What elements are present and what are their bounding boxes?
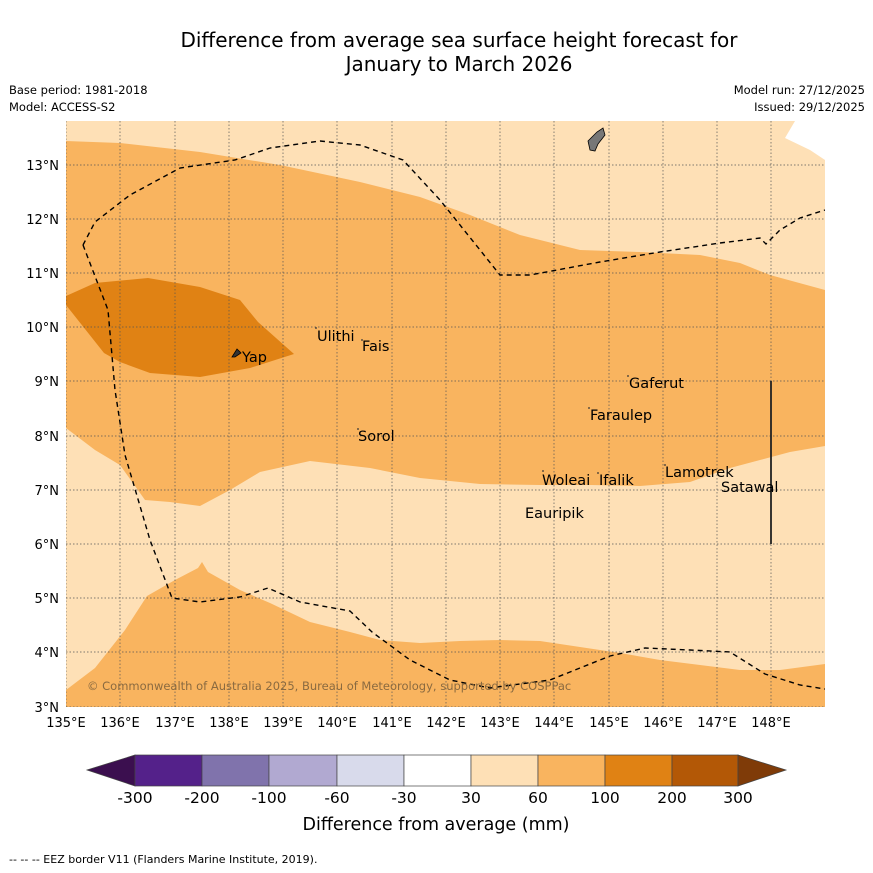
lat-tick: 4°N bbox=[35, 646, 60, 661]
graticule bbox=[66, 121, 825, 707]
lon-tick: 138°E bbox=[209, 716, 249, 731]
lon-tick: 142°E bbox=[426, 716, 466, 731]
lat-tick: 11°N bbox=[26, 267, 59, 282]
lat-tick: 13°N bbox=[26, 159, 59, 174]
colorbar-tick: -100 bbox=[251, 789, 286, 807]
eez-border bbox=[82, 140, 825, 276]
band-60-100-north bbox=[66, 141, 825, 506]
colorbar-tick: -60 bbox=[324, 789, 349, 807]
colorbar-swatch bbox=[268, 754, 338, 787]
title-line-1: Difference from average sea surface heig… bbox=[180, 28, 738, 52]
colorbar-extend-high bbox=[737, 754, 788, 787]
label-gaferut: Gaferut bbox=[629, 376, 684, 392]
label-fais: Fais bbox=[362, 339, 389, 355]
atoll-marks bbox=[315, 327, 666, 474]
model-run: Model run: 27/12/2025 bbox=[733, 83, 865, 97]
colorbar-tick: -300 bbox=[117, 789, 152, 807]
colorbar-swatch bbox=[201, 754, 270, 787]
guam-island bbox=[587, 127, 606, 152]
colorbar-tick: 30 bbox=[461, 789, 481, 807]
lon-tick: 140°E bbox=[317, 716, 357, 731]
lat-tick: 10°N bbox=[26, 321, 59, 336]
colorbar-tick: 200 bbox=[657, 789, 687, 807]
colorbar bbox=[85, 754, 788, 787]
label-satawal: Satawal bbox=[721, 480, 778, 496]
colorbar-tick: 100 bbox=[590, 789, 620, 807]
lon-tick: 146°E bbox=[643, 716, 683, 731]
eez-legend-note: -- -- -- EEZ border V11 (Flanders Marine… bbox=[9, 853, 318, 866]
lon-tick: 135°E bbox=[46, 716, 86, 731]
lon-axis: 135°E 136°E 137°E 138°E 139°E 140°E 141°… bbox=[46, 716, 791, 731]
lon-tick: 148°E bbox=[751, 716, 791, 731]
lat-tick: 9°N bbox=[35, 375, 60, 390]
title-line-2: January to March 2026 bbox=[345, 52, 573, 76]
copyright-note: © Commonwealth of Australia 2025, Bureau… bbox=[87, 679, 571, 693]
label-eauripik: Eauripik bbox=[525, 506, 584, 522]
lat-tick: 3°N bbox=[35, 701, 60, 716]
colorbar-tick: 300 bbox=[723, 789, 753, 807]
meta-right: Model run: 27/12/2025 Issued: 29/12/2025 bbox=[734, 82, 865, 116]
lat-tick: 8°N bbox=[35, 430, 60, 445]
lon-tick: 145°E bbox=[589, 716, 629, 731]
label-ifalik: Ifalik bbox=[599, 473, 634, 489]
no-data-area bbox=[785, 121, 825, 160]
eez-border-west bbox=[82, 244, 825, 690]
meta-left: Base period: 1981-2018 Model: ACCESS-S2 bbox=[9, 82, 148, 116]
issued-date: Issued: 29/12/2025 bbox=[754, 100, 865, 114]
lat-tick: 12°N bbox=[26, 213, 59, 228]
colorbar-swatch bbox=[403, 754, 472, 787]
colorbar-tick: -30 bbox=[391, 789, 416, 807]
colorbar-swatch bbox=[134, 754, 203, 787]
lat-tick: 7°N bbox=[35, 484, 60, 499]
lon-tick: 144°E bbox=[534, 716, 574, 731]
lon-tick: 141°E bbox=[372, 716, 412, 731]
map-plot-area: Yap Ulithi Fais Sorol Gaferut Faraulep L… bbox=[66, 121, 825, 707]
colorbar-tick: 60 bbox=[528, 789, 548, 807]
label-ulithi: Ulithi bbox=[317, 329, 355, 345]
lon-tick: 147°E bbox=[697, 716, 737, 731]
lon-tick: 139°E bbox=[263, 716, 303, 731]
label-yap: Yap bbox=[241, 350, 267, 366]
base-period: Base period: 1981-2018 bbox=[9, 83, 148, 97]
colorbar-swatch bbox=[470, 754, 539, 787]
colorbar-swatch bbox=[537, 754, 606, 787]
lat-tick: 5°N bbox=[35, 592, 60, 607]
label-sorol: Sorol bbox=[358, 429, 395, 445]
lon-tick: 137°E bbox=[155, 716, 195, 731]
colorbar-label: Difference from average (mm) bbox=[302, 815, 569, 835]
lat-axis: 3°N 4°N 5°N 6°N 7°N 8°N 9°N 10°N 11°N 12… bbox=[26, 159, 59, 716]
colorbar-extend-low bbox=[85, 754, 136, 787]
colorbar-swatch bbox=[671, 754, 739, 787]
colorbar-swatch bbox=[336, 754, 405, 787]
lon-tick: 143°E bbox=[480, 716, 520, 731]
model-name: Model: ACCESS-S2 bbox=[9, 100, 116, 114]
lat-tick: 6°N bbox=[35, 538, 60, 553]
colorbar-tick: -200 bbox=[184, 789, 219, 807]
label-lamotrek: Lamotrek bbox=[665, 465, 734, 481]
colorbar-swatch bbox=[604, 754, 673, 787]
lon-tick: 136°E bbox=[100, 716, 140, 731]
yap-island bbox=[231, 348, 242, 358]
label-woleai: Woleai bbox=[542, 473, 590, 489]
label-faraulep: Faraulep bbox=[590, 408, 652, 424]
colorbar-ticks: -300 -200 -100 -60 -30 30 60 100 200 300 bbox=[117, 789, 752, 807]
map-title: Difference from average sea surface heig… bbox=[0, 28, 873, 76]
